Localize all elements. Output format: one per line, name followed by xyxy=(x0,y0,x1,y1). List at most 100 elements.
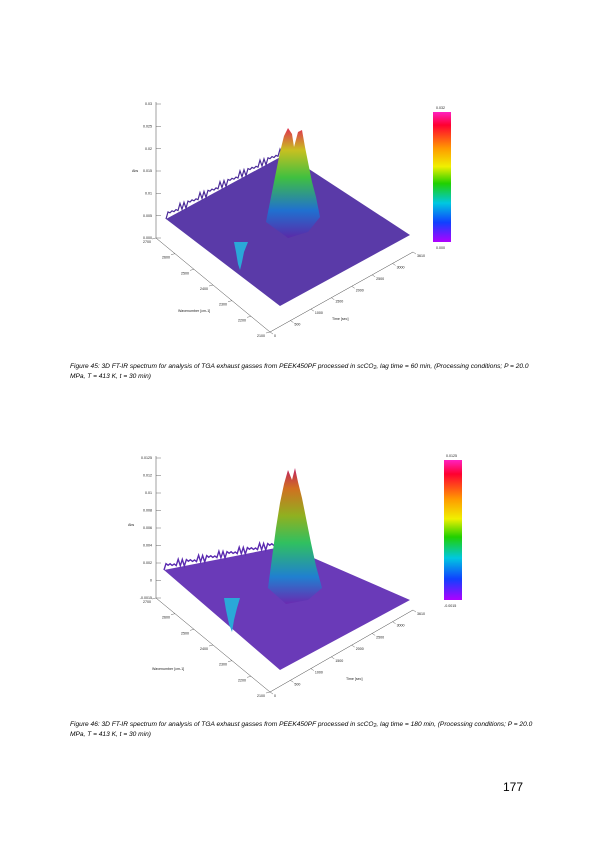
minor-peak-surface xyxy=(234,242,248,270)
wavenumber-tick-label: 2700 xyxy=(143,600,151,604)
axis-tick-mark xyxy=(208,284,214,287)
z-axis-label: Abs xyxy=(132,169,138,173)
axis-tick-mark xyxy=(310,308,314,312)
axis-tick-mark xyxy=(331,297,335,300)
wavenumber-axis-ticks: 2700 2600 2500 2400 2300 2200 2100 xyxy=(143,597,271,698)
time-tick-label: 3610 xyxy=(417,254,425,258)
axis-tick-mark xyxy=(151,597,157,600)
caption-text: Figure 45: 3D FT-IR spectrum for analysi… xyxy=(70,363,374,370)
caption-text-end: , lag time = 60 min, (Processing conditi… xyxy=(70,363,529,380)
axis-tick-mark xyxy=(189,269,195,271)
axis-tick-mark xyxy=(189,629,195,631)
caption-text: Figure 46: 3D FT-IR spectrum for analysi… xyxy=(70,721,374,728)
z-tick-label: 0.002 xyxy=(143,561,152,565)
surface-ridge-edge xyxy=(165,146,287,220)
time-tick-label: 3610 xyxy=(417,612,425,616)
figure-46-plot: 0.0125 0.012 0.01 0.008 0.006 0.004 0.002 0 -0.0… xyxy=(108,448,468,698)
time-axis-label: Time [sec] xyxy=(346,677,362,681)
z-tick-label: 0.02 xyxy=(145,147,152,151)
z-axis-label: Abs xyxy=(128,523,134,527)
axis-tick-mark xyxy=(269,691,274,695)
colorbar xyxy=(433,112,451,242)
time-tick-label: 3000 xyxy=(397,624,405,628)
wavenumber-tick-label: 2700 xyxy=(143,240,151,244)
colorbar-min: 0.000 xyxy=(436,246,445,250)
figure-45-plot: 0.03 0.025 0.02 0.015 0.01 0.005 0.000 Abs 270… xyxy=(108,92,468,338)
axis-tick-mark xyxy=(208,644,214,647)
wavenumber-tick-label: 2400 xyxy=(200,647,208,651)
axis-tick-mark xyxy=(351,644,355,648)
time-axis-label: Time [sec] xyxy=(332,317,348,321)
caption-subscript: 2 xyxy=(373,365,377,371)
surface-floor xyxy=(164,546,410,670)
z-tick-label: 0 xyxy=(150,579,152,583)
time-tick-label: 0 xyxy=(274,334,276,338)
z-tick-label: -0.0015 xyxy=(140,596,152,600)
figure-46-caption: Figure 46: 3D FT-IR spectrum for analysi… xyxy=(70,720,540,740)
axis-tick-mark xyxy=(265,691,271,694)
z-tick-label: 0.01 xyxy=(145,491,152,495)
colorbar-max: 0.0125 xyxy=(446,454,457,458)
wavenumber-tick-label: 2200 xyxy=(238,318,246,322)
minor-peak-surface xyxy=(224,598,240,632)
time-tick-label: 1000 xyxy=(315,311,323,315)
time-tick-label: 2000 xyxy=(356,288,364,292)
time-tick-label: 0 xyxy=(274,694,276,698)
z-axis-ticks: 0.03 0.025 0.02 0.015 0.01 0.005 0.000 xyxy=(143,102,161,240)
wavenumber-axis-ticks: 2700 2600 2500 2400 2300 2200 2100 xyxy=(143,237,271,338)
axis-tick-mark xyxy=(412,609,417,613)
axis-tick-mark xyxy=(265,331,271,334)
axis-tick-mark xyxy=(246,676,252,678)
z-tick-label: 0.012 xyxy=(143,474,152,478)
axis-tick-mark xyxy=(170,253,176,255)
wavenumber-tick-label: 2500 xyxy=(181,631,189,635)
axis-tick-mark xyxy=(151,237,157,240)
wavenumber-tick-label: 2500 xyxy=(181,271,189,275)
time-tick-label: 500 xyxy=(294,323,300,327)
axis-tick-mark xyxy=(372,633,376,636)
surface-plot-svg: 0.03 0.025 0.02 0.015 0.01 0.005 0.000 Abs 270… xyxy=(132,102,451,338)
wavenumber-tick-label: 2100 xyxy=(257,334,265,338)
wavenumber-tick-label: 2100 xyxy=(257,694,265,698)
caption-text-end: , lag time = 180 min, (Processing condit… xyxy=(70,721,533,738)
wavenumber-tick-label: 2200 xyxy=(238,678,246,682)
axis-tick-mark xyxy=(227,300,233,302)
co2-peak-surface xyxy=(268,468,322,604)
time-tick-label: 500 xyxy=(294,682,300,686)
axis-tick-mark xyxy=(392,621,396,624)
wavenumber-tick-label: 2600 xyxy=(162,256,170,260)
surface-ridge-edge xyxy=(163,536,287,571)
co2-peak-surface xyxy=(266,128,320,238)
axis-tick-mark xyxy=(170,613,176,615)
time-tick-label: 2000 xyxy=(356,647,364,651)
axis-tick-mark xyxy=(412,251,417,255)
time-tick-label: 1000 xyxy=(315,671,323,675)
axis-tick-mark xyxy=(269,331,274,335)
figure-45-caption: Figure 45: 3D FT-IR spectrum for analysi… xyxy=(70,362,540,382)
z-tick-label: 0.004 xyxy=(143,544,152,548)
z-tick-label: 0.008 xyxy=(143,509,152,513)
time-axis-ticks: 0 500 1000 1500 2000 2500 3000 3610 xyxy=(269,251,425,338)
time-tick-label: 3000 xyxy=(397,265,405,269)
wavenumber-tick-label: 2600 xyxy=(162,616,170,620)
z-tick-label: 0.03 xyxy=(145,102,152,106)
axis-tick-mark xyxy=(351,286,355,289)
wavenumber-tick-label: 2300 xyxy=(219,663,227,667)
colorbar-max: 0.032 xyxy=(436,106,445,110)
axis-tick-mark xyxy=(372,274,376,278)
caption-subscript: 2 xyxy=(373,723,377,729)
wavenumber-tick-label: 2300 xyxy=(219,303,227,307)
colorbar-min: -0.0015 xyxy=(444,604,456,608)
colorbar xyxy=(444,460,462,600)
z-tick-label: 0.006 xyxy=(143,526,152,530)
z-tick-label: 0.000 xyxy=(143,236,152,240)
z-tick-label: 0.025 xyxy=(143,125,152,129)
wavenumber-tick-label: 2400 xyxy=(200,287,208,291)
wavenumber-axis-label: Wavenumber [cm-1] xyxy=(178,309,210,313)
axis-tick-mark xyxy=(310,668,314,671)
z-tick-label: 0.005 xyxy=(143,214,152,218)
wavenumber-axis-label: Wavenumber [cm-1] xyxy=(152,667,184,671)
time-axis-ticks: 0 500 1000 1500 2000 2500 3000 3610 xyxy=(269,609,425,698)
axis-tick-mark xyxy=(290,680,294,683)
z-tick-label: 0.0125 xyxy=(141,456,152,460)
